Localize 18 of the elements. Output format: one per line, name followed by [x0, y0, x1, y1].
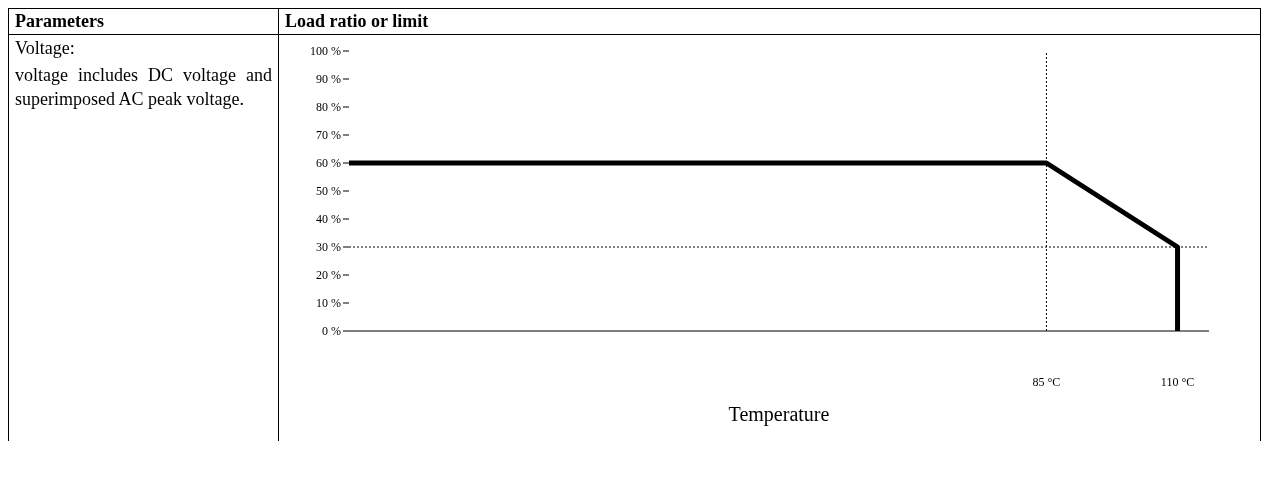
text: Parameters	[9, 9, 279, 34]
x-tick-label: 85 °C	[1032, 374, 1061, 389]
chart-title: Load ratio or limit	[284, 10, 430, 33]
y-tick-label: 20 %	[316, 268, 341, 283]
y-tick-label: 60 %	[316, 156, 341, 171]
y-tick-label: 0 %	[322, 324, 341, 339]
y-tick-label: 50 %	[316, 184, 341, 199]
y-tick-label: 30 %	[316, 240, 341, 255]
y-tick-label: 70 %	[316, 128, 341, 143]
text: Voltage:	[15, 37, 76, 60]
x-axis-title: Temperature	[728, 403, 830, 426]
y-tick-label: 90 %	[316, 72, 341, 87]
x-tick-label: 110 °C	[1160, 374, 1195, 389]
y-tick-label: 80 %	[316, 100, 341, 115]
text: voltage includes DC voltage and superimposed AC peak voltage.	[15, 64, 272, 111]
y-tick-label: 100 %	[310, 44, 341, 59]
y-tick-label: 40 %	[316, 212, 341, 227]
y-tick-label: 10 %	[316, 296, 341, 311]
